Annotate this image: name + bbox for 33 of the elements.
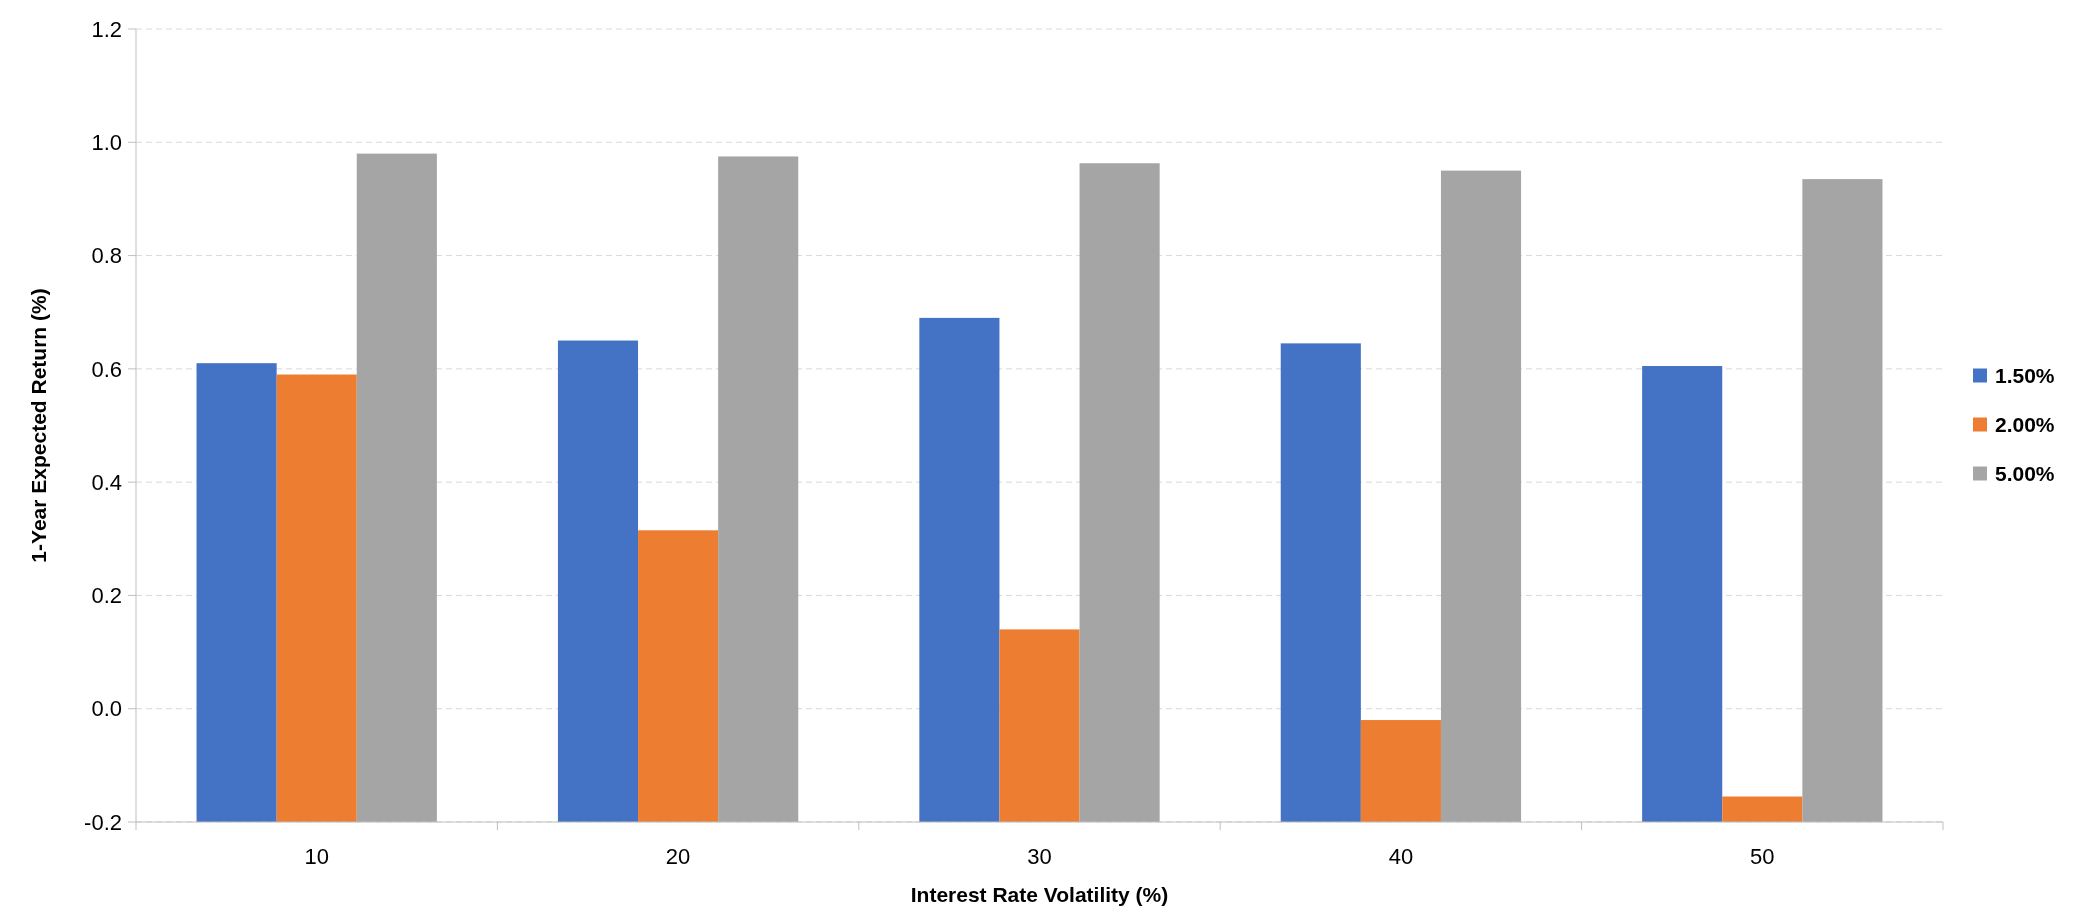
y-tick-label: 0.8 — [91, 243, 122, 269]
bar — [999, 629, 1080, 822]
y-tick-label: 1.2 — [91, 16, 122, 42]
y-tick-label: 0.4 — [91, 469, 122, 495]
bar — [718, 156, 799, 822]
y-tick-label: 0.0 — [91, 696, 122, 722]
y-tick-label: 0.2 — [91, 583, 122, 609]
bar — [356, 153, 437, 822]
y-tick-label: 1.0 — [91, 129, 122, 155]
y-axis-title: 1-Year Expected Return (%) — [27, 288, 50, 563]
bar — [557, 340, 639, 822]
legend-label: 2.00% — [1995, 412, 2055, 436]
bar — [196, 363, 277, 822]
legend-label: 1.50% — [1995, 363, 2055, 387]
bar — [1360, 720, 1441, 822]
bar — [1280, 343, 1361, 822]
x-axis-title: Interest Rate Volatility (%) — [910, 883, 1169, 906]
x-tick-label: 30 — [1027, 844, 1052, 869]
x-tick-label: 10 — [304, 844, 329, 869]
legend-label: 5.00% — [1995, 461, 2055, 485]
y-tick-label: -0.2 — [84, 809, 122, 835]
bar — [1079, 163, 1160, 822]
bar — [1642, 366, 1723, 822]
x-tick-label: 40 — [1388, 844, 1414, 869]
bar — [1722, 796, 1803, 822]
x-tick-label: 50 — [1750, 844, 1775, 869]
bar — [1440, 170, 1522, 822]
x-tick-label: 20 — [665, 844, 691, 869]
y-tick-label: 0.6 — [91, 356, 122, 382]
bar — [919, 317, 1000, 822]
bar — [638, 530, 719, 822]
bar — [1802, 179, 1883, 822]
bar — [276, 374, 357, 822]
